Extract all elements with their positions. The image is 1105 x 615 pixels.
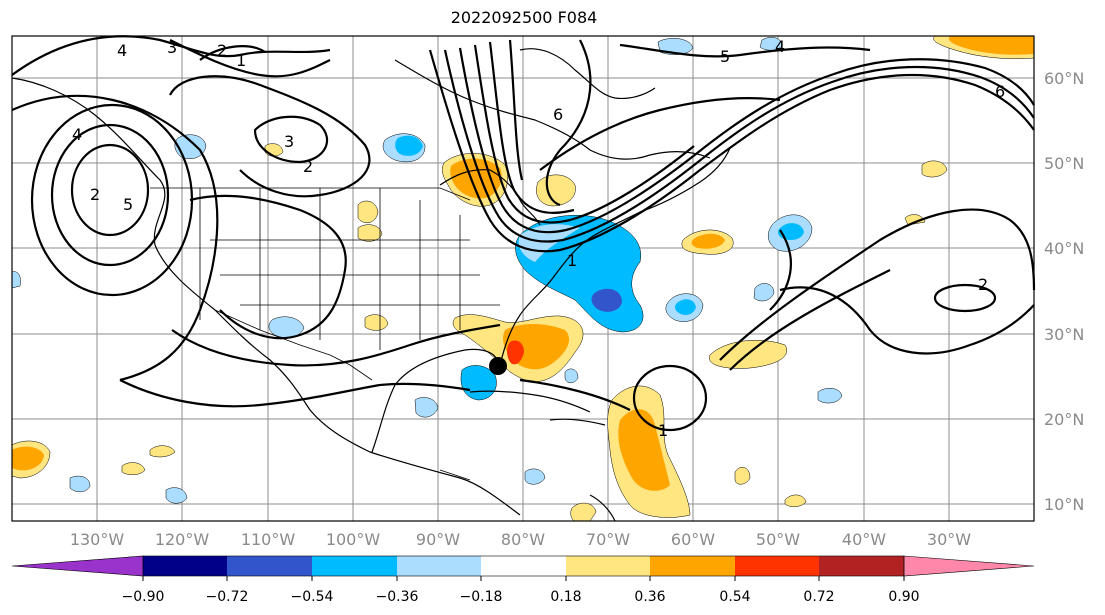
anomaly-patch-neg — [564, 368, 579, 384]
contour-label-group: 4 3 2 1 3 2 2 4 5 5 6 6 2 1 1 4 — [72, 37, 1005, 440]
longitude-label: 60°W — [671, 530, 715, 549]
longitude-label: 100°W — [326, 530, 381, 549]
anomaly-patch-neg — [69, 475, 91, 493]
anomaly-patch-pos — [149, 445, 176, 458]
map-frame — [11, 35, 1035, 522]
contour-label: 6 — [995, 82, 1005, 101]
coastlines — [11, 48, 731, 522]
anomaly-patch-neg-mid — [395, 135, 423, 156]
latitude-axis: 60°N 50°N 40°N 30°N 20°N 10°N — [1044, 69, 1084, 514]
colorbar — [11, 555, 1035, 581]
colorbar-tick-label: 0.90 — [888, 589, 919, 605]
contour-label: 4 — [72, 125, 82, 144]
longitude-axis: 130°W 120°W 110°W 100°W 90°W 80°W 70°W 6… — [70, 530, 971, 549]
contour-label: 3 — [167, 38, 177, 57]
contour-label: 2 — [90, 185, 100, 204]
colorbar-segment — [566, 556, 650, 576]
colorbar-segment — [735, 556, 819, 576]
anomaly-patch-neg — [11, 271, 21, 289]
contour-label: 4 — [117, 41, 127, 60]
anomaly-patch-neg — [657, 38, 694, 55]
colorbar-tick-label: 0.36 — [634, 589, 665, 605]
contour-label: 3 — [284, 132, 294, 151]
anomaly-shading — [11, 35, 1035, 522]
anomaly-patch-pos-mid — [450, 158, 502, 199]
colorbar-segment — [143, 556, 227, 576]
contour-label: 1 — [658, 421, 668, 440]
contour-label: 4 — [775, 37, 785, 56]
contour-label: 1 — [236, 51, 246, 70]
contour-label: 5 — [123, 195, 133, 214]
colorbar-segment — [312, 556, 397, 576]
anomaly-patch-neg — [759, 37, 783, 51]
anomaly-patch-neg — [414, 397, 439, 418]
anomaly-patch-pos — [734, 466, 751, 485]
colorbar-tick-label: −0.72 — [206, 589, 249, 605]
longitude-label: 70°W — [586, 530, 630, 549]
colorbar-tick-label: −0.18 — [460, 589, 503, 605]
colorbar-tick-label: −0.36 — [376, 589, 419, 605]
political-borders — [150, 187, 500, 481]
colorbar-segment — [227, 556, 312, 576]
colorbar-segment — [819, 556, 904, 576]
contour-label: 2 — [217, 41, 227, 60]
latitude-label: 60°N — [1044, 69, 1084, 88]
latitude-label: 50°N — [1044, 154, 1084, 173]
contour-label: 1 — [567, 251, 577, 270]
anomaly-patch-neg — [174, 134, 207, 159]
graticule — [12, 36, 1034, 521]
anomaly-patch-neg — [165, 487, 188, 504]
colorbar-outline — [142, 555, 905, 577]
anomaly-patch-pos — [121, 462, 146, 475]
storm-position-marker — [489, 357, 507, 375]
anomaly-patch-pos-mid — [691, 233, 725, 249]
contour-label: 2 — [978, 275, 988, 294]
colorbar-tick-label: −0.90 — [122, 589, 165, 605]
anomaly-patch-pos — [904, 214, 926, 226]
colorbar-segment — [481, 556, 566, 576]
contour-label: 6 — [553, 105, 563, 124]
anomaly-patch-pos-mid — [12, 446, 44, 471]
longitude-label: 90°W — [416, 530, 460, 549]
longitude-label: 130°W — [70, 530, 125, 549]
longitude-label: 110°W — [241, 530, 296, 549]
colorbar-segment — [903, 555, 1035, 577]
longitude-label: 120°W — [155, 530, 210, 549]
colorbar-tick-label: 0.72 — [803, 589, 834, 605]
anomaly-patch-pos-mid — [948, 36, 1034, 55]
latitude-label: 20°N — [1044, 410, 1084, 429]
longitude-label: 50°W — [756, 530, 800, 549]
anomaly-patch-neg-light — [518, 224, 580, 262]
anomaly-patch-neg — [817, 388, 843, 404]
anomaly-patch-neg-dark — [591, 288, 622, 312]
anomaly-patch-pos-mid — [618, 409, 670, 491]
anomaly-patch-pos — [357, 200, 379, 224]
latitude-label: 40°N — [1044, 239, 1084, 258]
contour-lines — [11, 35, 1036, 432]
anomaly-patch-pos — [921, 160, 948, 178]
colorbar-segment — [11, 555, 144, 577]
anomaly-patch-pos — [784, 494, 807, 507]
colorbar-tick-label: 0.18 — [550, 589, 581, 605]
anomaly-patch-neg-mid — [674, 299, 696, 315]
anomaly-patch-neg — [753, 283, 775, 302]
anomaly-patch-pos — [364, 314, 389, 331]
contour-label: 5 — [720, 47, 730, 66]
anomaly-patch-pos-high — [507, 340, 524, 365]
latitude-label: 10°N — [1044, 495, 1084, 514]
map-title: 2022092500 F084 — [450, 8, 598, 27]
longitude-label: 40°W — [842, 530, 886, 549]
contour-label: 2 — [303, 157, 313, 176]
longitude-label: 80°W — [501, 530, 545, 549]
colorbar-labels: −0.90 −0.72 −0.54 −0.36 −0.18 0.18 0.36 … — [122, 589, 920, 605]
anomaly-patch-neg — [524, 468, 546, 485]
latitude-label: 30°N — [1044, 325, 1084, 344]
colorbar-segment — [397, 556, 481, 576]
colorbar-segment — [650, 556, 735, 576]
colorbar-tick-label: −0.54 — [291, 589, 334, 605]
colorbar-tick-label: 0.54 — [719, 589, 750, 605]
longitude-label: 30°W — [927, 530, 971, 549]
